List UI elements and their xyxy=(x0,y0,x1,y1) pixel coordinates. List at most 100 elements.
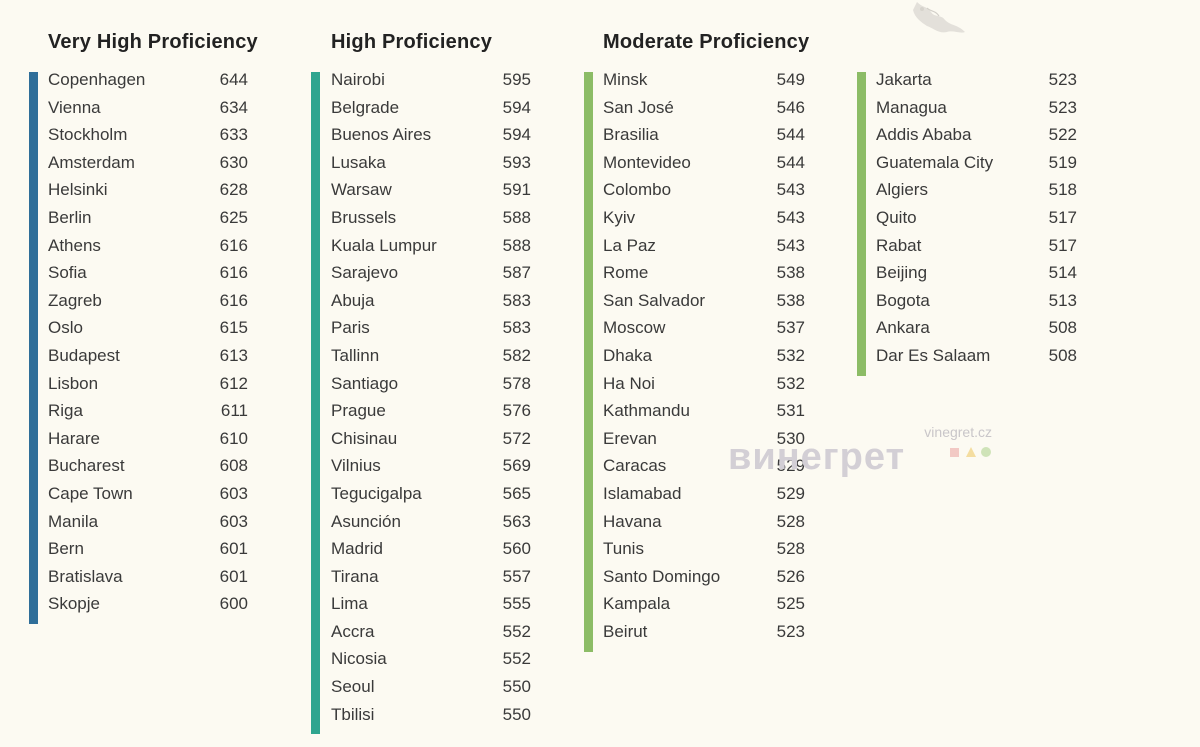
city-row: Kathmandu 531 xyxy=(603,397,805,425)
city-row: Moscow 537 xyxy=(603,314,805,342)
city-row: Bern 601 xyxy=(48,535,248,563)
city-row: Chisinau 572 xyxy=(331,425,531,453)
city-name: Montevideo xyxy=(603,152,691,172)
city-score: 625 xyxy=(219,207,248,227)
city-name: Manila xyxy=(48,511,99,531)
city-name: Buenos Aires xyxy=(331,125,432,145)
city-name: Bern xyxy=(48,539,84,559)
city-row: Quito 517 xyxy=(876,204,1077,232)
city-score: 550 xyxy=(502,677,531,697)
city-score: 530 xyxy=(776,428,805,448)
city-score: 593 xyxy=(502,152,531,172)
city-score: 594 xyxy=(502,125,531,145)
city-name: Managua xyxy=(876,97,947,117)
city-name: Zagreb xyxy=(48,290,102,310)
city-name: Lusaka xyxy=(331,152,386,172)
city-row: San José 546 xyxy=(603,94,805,122)
city-row: Sarajevo 587 xyxy=(331,259,531,287)
city-list: Nairobi 595 Belgrade 594 Buenos Aires 594 Lusa… xyxy=(331,66,531,728)
city-row: Beirut 523 xyxy=(603,618,805,646)
city-name: Quito xyxy=(876,207,917,227)
city-row: Sofia 616 xyxy=(48,259,248,287)
city-name: Algiers xyxy=(876,180,928,200)
city-row: Montevideo 544 xyxy=(603,149,805,177)
city-score: 508 xyxy=(1048,318,1077,338)
city-name: Chisinau xyxy=(331,428,398,448)
city-row: Stockholm 633 xyxy=(48,121,248,149)
city-score: 532 xyxy=(776,345,805,365)
city-row: Lusaka 593 xyxy=(331,149,531,177)
city-score: 594 xyxy=(502,97,531,117)
city-row: Dar Es Salaam 508 xyxy=(876,342,1077,370)
city-score: 529 xyxy=(776,456,805,476)
city-score: 610 xyxy=(219,428,248,448)
city-score: 544 xyxy=(776,125,805,145)
city-score: 552 xyxy=(502,649,531,669)
city-name: Rome xyxy=(603,263,649,283)
group-title: Moderate Proficiency xyxy=(603,31,810,53)
city-row: Bratislava 601 xyxy=(48,563,248,591)
city-row: Caracas 529 xyxy=(603,452,805,480)
city-score: 528 xyxy=(776,511,805,531)
city-score: 546 xyxy=(776,97,805,117)
city-name: Abuja xyxy=(331,290,375,310)
city-row: Buenos Aires 594 xyxy=(331,121,531,149)
city-score: 572 xyxy=(502,428,531,448)
city-row: Riga 611 xyxy=(48,397,248,425)
city-name: San Salvador xyxy=(603,290,706,310)
city-score: 543 xyxy=(776,235,805,255)
city-score: 583 xyxy=(502,318,531,338)
city-name: Tbilisi xyxy=(331,704,375,724)
city-name: Lima xyxy=(331,594,368,614)
city-row: Madrid 560 xyxy=(331,535,531,563)
city-row: Zagreb 616 xyxy=(48,287,248,315)
city-row: San Salvador 538 xyxy=(603,287,805,315)
city-row: Abuja 583 xyxy=(331,287,531,315)
city-name: Belgrade xyxy=(331,97,400,117)
city-score: 538 xyxy=(776,290,805,310)
city-row: Skopje 600 xyxy=(48,590,248,618)
city-name: Tirana xyxy=(331,566,379,586)
city-score: 608 xyxy=(219,456,248,476)
city-name: Ha Noi xyxy=(603,373,655,393)
city-score: 611 xyxy=(220,401,248,421)
city-row: Guatemala City 519 xyxy=(876,149,1077,177)
group-title: Very High Proficiency xyxy=(48,31,258,53)
city-score: 565 xyxy=(502,483,531,503)
city-row: Tbilisi 550 xyxy=(331,701,531,729)
city-name: Asunción xyxy=(331,511,401,531)
city-score: 518 xyxy=(1048,180,1077,200)
city-score: 523 xyxy=(1048,97,1077,117)
city-score: 513 xyxy=(1048,290,1077,310)
city-row: Jakarta 523 xyxy=(876,66,1077,94)
city-row: Brussels 588 xyxy=(331,204,531,232)
city-score: 523 xyxy=(776,621,805,641)
city-name: Helsinki xyxy=(48,180,108,200)
city-name: Athens xyxy=(48,235,101,255)
city-name: Kampala xyxy=(603,594,671,614)
city-row: Nairobi 595 xyxy=(331,66,531,94)
city-row: Budapest 613 xyxy=(48,342,248,370)
city-score: 552 xyxy=(502,621,531,641)
city-row: Rabat 517 xyxy=(876,232,1077,260)
city-score: 603 xyxy=(219,483,248,503)
city-name: Kathmandu xyxy=(603,401,690,421)
city-name: Havana xyxy=(603,511,662,531)
city-name: Madrid xyxy=(331,539,383,559)
city-score: 630 xyxy=(219,152,248,172)
city-name: Brussels xyxy=(331,207,397,227)
city-name: Copenhagen xyxy=(48,70,146,89)
city-name: Bogota xyxy=(876,290,930,310)
city-name: Caracas xyxy=(603,456,667,476)
city-row: Bogota 513 xyxy=(876,287,1077,315)
city-row: Prague 576 xyxy=(331,397,531,425)
city-score: 569 xyxy=(502,456,531,476)
city-score: 526 xyxy=(776,566,805,586)
city-name: Kyiv xyxy=(603,207,636,227)
group-color-bar xyxy=(857,72,866,376)
city-list: Jakarta 523 Managua 523 Addis Ababa 522 Guatem… xyxy=(876,66,1077,370)
city-row: Vienna 634 xyxy=(48,94,248,122)
city-name: Warsaw xyxy=(331,180,392,200)
city-score: 591 xyxy=(502,180,531,200)
city-name: Beijing xyxy=(876,263,928,283)
